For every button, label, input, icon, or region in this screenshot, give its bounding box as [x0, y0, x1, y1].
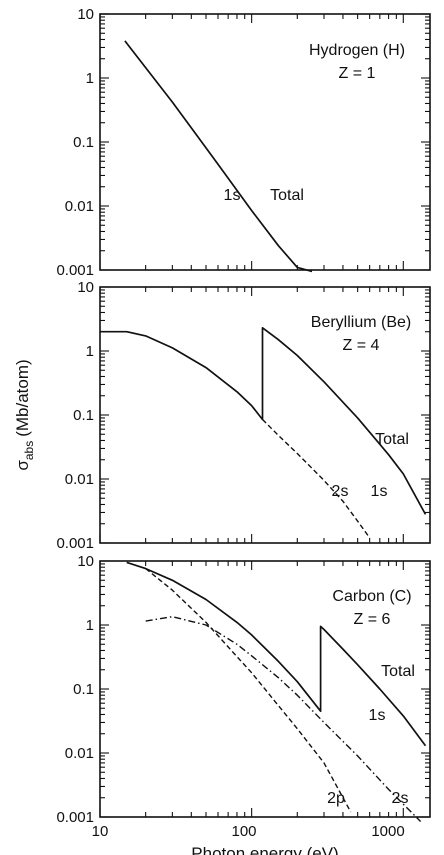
- series-line-total: [100, 326, 427, 515]
- y-tick-label-3: 1: [86, 70, 94, 87]
- y-tick-label-4: 10: [77, 553, 94, 570]
- y-axis-title-symbol: σ: [13, 460, 32, 471]
- y-tick-label-1: 0.01: [65, 471, 94, 488]
- atomic-number-label: Z = 4: [343, 337, 380, 354]
- panel-hydrogen-y-tick-labels: 0.001 0.01 0.1 1 10: [56, 6, 94, 279]
- y-tick-label-0: 0.001: [56, 262, 94, 279]
- series-line-2s: [262, 419, 371, 539]
- y-tick-label-4: 10: [77, 279, 94, 296]
- shell-label-2s: 2s: [332, 483, 349, 500]
- panel-hydrogen: 0.001 0.01 0.1 1 10 Hydrogen (H) Z = 1 1…: [56, 6, 431, 279]
- y-tick-label-4: 10: [77, 6, 94, 23]
- shell-label-2s: 2s: [392, 790, 409, 807]
- y-tick-label-1: 0.01: [65, 745, 94, 762]
- element-name-label: Hydrogen (H): [309, 42, 405, 59]
- y-tick-label-3: 1: [86, 617, 94, 634]
- series-line-total: [124, 40, 313, 273]
- x-tick-label-2: 1000: [371, 823, 404, 840]
- panel-beryllium: 0.001 0.01 0.1 1 10 Beryllium (Be) Z = 4…: [56, 279, 431, 552]
- y-tick-label-3: 1: [86, 343, 94, 360]
- panel-carbon-y-tick-labels: 0.001 0.01 0.1 1 10: [56, 553, 94, 826]
- series-line-total: [126, 561, 427, 747]
- shell-label-1s: 1s: [371, 483, 388, 500]
- total-label: Total: [270, 187, 304, 204]
- x-tick-label-0: 10: [92, 823, 109, 840]
- shell-label-1s: 1s: [224, 187, 241, 204]
- panel-beryllium-series: [100, 326, 427, 539]
- panel-carbon-ticks: [99, 560, 430, 818]
- panel-hydrogen-ticks: [99, 13, 430, 271]
- total-label: Total: [381, 663, 415, 680]
- series-line-2p: [145, 568, 352, 813]
- y-axis-title-unit: (Mb/atom): [13, 359, 32, 436]
- panel-beryllium-ticks: [99, 286, 430, 544]
- total-label: Total: [375, 431, 409, 448]
- y-tick-label-2: 0.1: [73, 407, 94, 424]
- y-axis-title-subscript: abs: [22, 441, 36, 460]
- y-tick-label-0: 0.001: [56, 535, 94, 552]
- series-line-2s: [145, 616, 422, 822]
- panel-carbon: 0.001 0.01 0.1 1 10 Carbon (C) Z = 6 Tot…: [56, 553, 431, 840]
- element-name-label: Beryllium (Be): [311, 314, 411, 331]
- x-tick-label-1: 100: [231, 823, 256, 840]
- atomic-number-label: Z = 6: [354, 611, 391, 628]
- atomic-number-label: Z = 1: [339, 65, 376, 82]
- shell-label-2p: 2p: [327, 790, 345, 807]
- x-axis-title: Photon energy (eV): [191, 844, 338, 855]
- panel-hydrogen-series: [124, 40, 313, 273]
- y-tick-label-0: 0.001: [56, 809, 94, 826]
- panel-carbon-series: [126, 561, 427, 822]
- y-tick-label-1: 0.01: [65, 198, 94, 215]
- shell-label-1s: 1s: [369, 707, 386, 724]
- y-tick-label-2: 0.1: [73, 681, 94, 698]
- element-name-label: Carbon (C): [332, 588, 411, 605]
- panel-beryllium-y-tick-labels: 0.001 0.01 0.1 1 10: [56, 279, 94, 552]
- y-tick-label-2: 0.1: [73, 134, 94, 151]
- y-axis-title: σabs (Mb/atom): [13, 359, 36, 470]
